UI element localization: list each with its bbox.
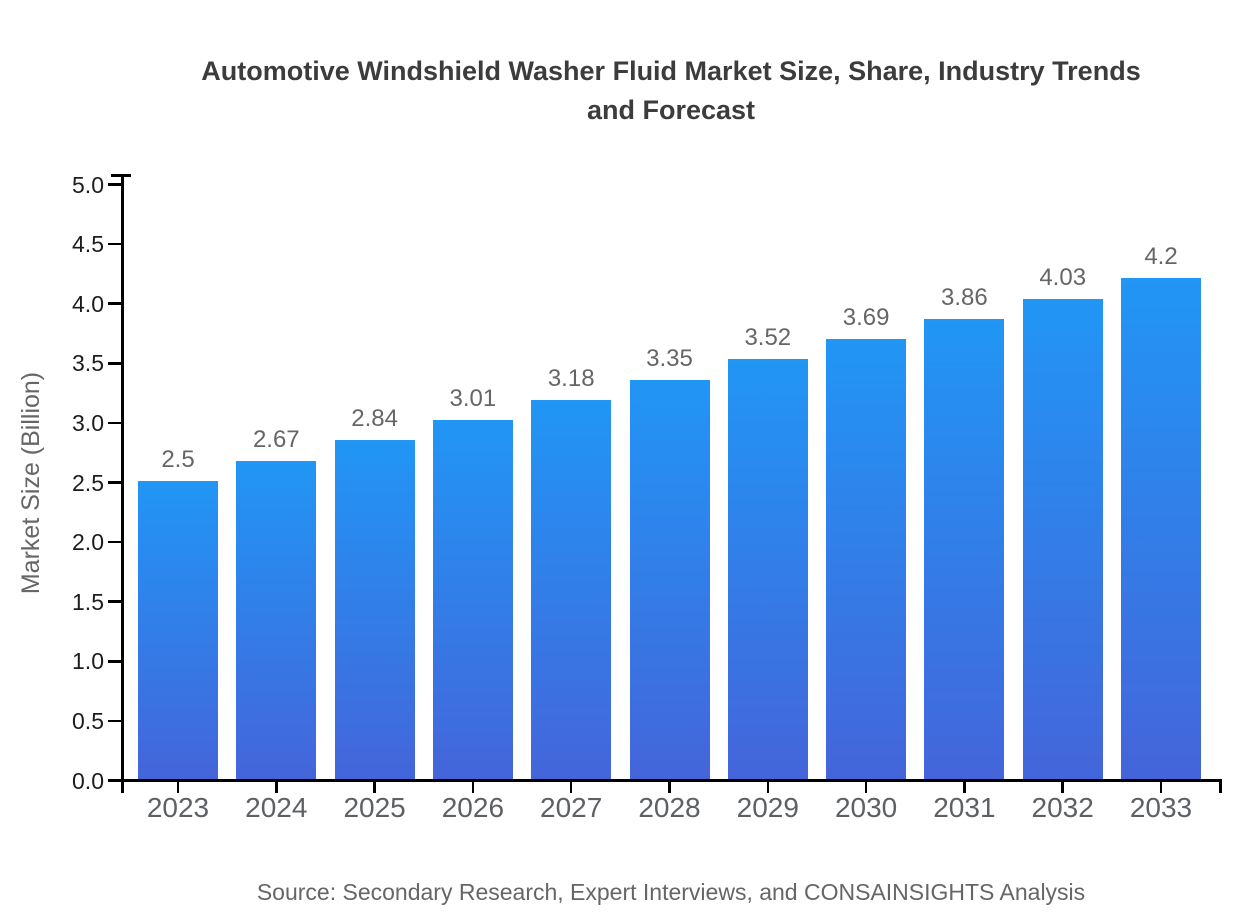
bar-value-label: 4.2: [1144, 243, 1178, 271]
y-axis-tick-label: 3.0: [72, 409, 104, 436]
y-axis-tick: [108, 660, 121, 663]
x-axis-tick: [275, 779, 278, 793]
y-axis-tick: [108, 719, 121, 723]
x-axis-tick: [963, 779, 966, 793]
y-axis-tick-label: 0.0: [72, 767, 104, 794]
x-axis-tick: [766, 779, 770, 793]
x-axis-tick: [864, 779, 868, 793]
y-axis-tick: [108, 242, 121, 246]
bar-2026: [432, 420, 513, 779]
x-axis-tick: [1061, 779, 1064, 793]
x-axis-tick-label: 2029: [736, 792, 799, 823]
y-axis-tick-label: 2.5: [72, 469, 104, 496]
x-axis-tick-label: 2031: [933, 792, 996, 823]
y-axis-tick-label: 4.0: [72, 290, 104, 317]
bar-2032: [1022, 298, 1103, 779]
x-axis-tick: [373, 779, 376, 793]
y-axis-tick-label: 4.5: [72, 231, 104, 258]
bar-value-label: 2.67: [252, 425, 300, 453]
y-axis-tick-label: 1.5: [72, 588, 104, 615]
chart-title: Automotive Windshield Washer Fluid Marke…: [201, 56, 1141, 125]
bar-2031: [924, 318, 1005, 779]
y-axis-line: [121, 174, 124, 793]
x-axis-tick-label: 2028: [638, 792, 701, 823]
x-axis-tick-label: 2030: [834, 792, 898, 823]
bar-2029: [727, 359, 808, 779]
x-axis-tick: [176, 779, 180, 793]
bar-value-label: 3.86: [941, 283, 988, 311]
bar-value-label: 3.01: [449, 385, 497, 413]
x-axis-tick: [668, 779, 671, 793]
bar-value-label: 3.35: [646, 344, 693, 372]
x-axis-tick-label: 2024: [245, 792, 308, 823]
x-axis-end-tick: [1219, 779, 1222, 793]
bar-value-label: 3.52: [744, 324, 792, 352]
y-axis-tick: [108, 600, 121, 603]
x-axis-tick-label: 2026: [441, 792, 505, 823]
y-axis-tick: [108, 481, 121, 484]
y-axis-title: Market Size (Billion): [17, 371, 45, 595]
bar-2028: [629, 379, 710, 779]
y-axis-tick: [108, 421, 121, 425]
y-axis-tick-label: 0.5: [72, 707, 104, 734]
y-axis-tick: [108, 362, 121, 365]
y-axis-tick: [108, 779, 121, 782]
bar-value-label: 2.84: [351, 405, 398, 433]
y-axis-tick-label: 3.5: [72, 350, 104, 377]
y-axis-tick: [108, 302, 121, 305]
source-note: Source: Secondary Research, Expert Inter…: [256, 879, 1086, 905]
bar-value-label: 2.5: [161, 446, 195, 473]
x-axis-tick-label: 2032: [1031, 792, 1094, 823]
x-axis-tick-label: 2023: [146, 792, 210, 823]
x-axis-tick-label: 2033: [1129, 792, 1193, 823]
x-axis-tick-label: 2025: [343, 792, 406, 823]
x-axis-tick: [471, 779, 475, 793]
x-axis-tick: [1159, 779, 1163, 793]
x-axis-tick-label: 2027: [540, 792, 603, 823]
bar-value-label: 3.69: [842, 304, 890, 332]
y-axis-tick-label: 5.0: [72, 171, 104, 198]
y-axis-tick: [108, 183, 121, 186]
bar-2030: [826, 339, 907, 779]
y-axis-tick: [108, 540, 121, 544]
bar-value-label: 4.03: [1039, 263, 1087, 291]
x-axis-tick: [569, 779, 573, 793]
bar-2023: [138, 481, 218, 779]
bar-2024: [236, 460, 317, 779]
bar-2033: [1121, 278, 1201, 779]
y-axis-tick-label: 2.0: [72, 529, 104, 556]
bar-2027: [531, 399, 612, 779]
bar-2025: [334, 440, 415, 779]
x-axis-line: [121, 779, 1222, 782]
bar-value-label: 3.18: [547, 364, 595, 392]
y-axis-tick-label: 1.0: [72, 648, 104, 675]
